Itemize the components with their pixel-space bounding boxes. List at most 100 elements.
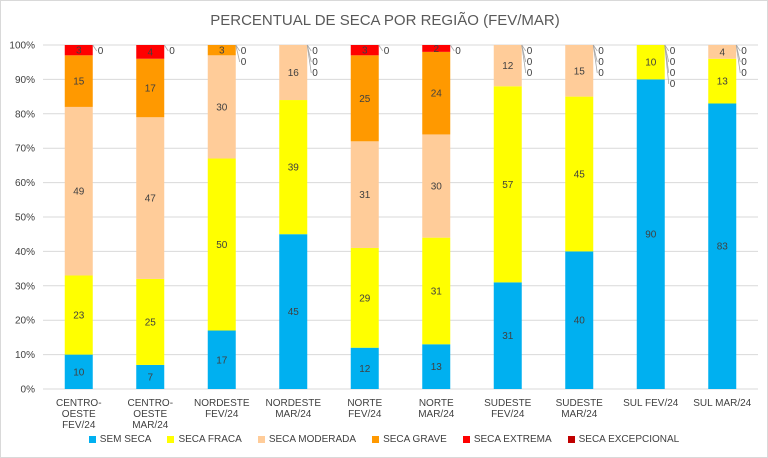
legend-swatch xyxy=(372,436,380,443)
x-tick-label: CENTRO-OESTE MAR/24 xyxy=(116,398,184,431)
data-label: 0 xyxy=(312,46,318,57)
data-label: 4 xyxy=(719,47,725,58)
bar-segment xyxy=(136,117,165,279)
chart-title: PERCENTUAL DE SECA POR REGIÃO (FEV/MAR) xyxy=(210,12,560,29)
legend-swatch xyxy=(167,436,175,443)
bar-segment xyxy=(422,51,451,135)
legend-swatch xyxy=(462,436,470,443)
y-tick-label: 100% xyxy=(9,41,35,52)
bar-segment xyxy=(64,354,93,389)
x-tick-label-line: FEV/24 xyxy=(205,409,239,420)
y-tick-label: 0% xyxy=(21,385,36,396)
bar-segment xyxy=(64,106,93,276)
data-label: 0 xyxy=(312,57,318,68)
bar-segment xyxy=(493,86,522,283)
x-tick-label-line: CENTRO-OESTE xyxy=(127,398,174,420)
x-tick-label-line: SUDESTE xyxy=(484,398,532,409)
x-tick-label-line: SUL FEV/24 xyxy=(623,398,679,409)
data-label: 7 xyxy=(147,372,153,383)
y-tick-label: 90% xyxy=(15,75,35,86)
legend-swatch xyxy=(88,436,96,443)
data-label: 0 xyxy=(598,46,604,57)
y-tick-label: 50% xyxy=(15,213,35,224)
x-tick-label: NORDESTE FEV/24 xyxy=(188,398,256,420)
data-label: 13 xyxy=(717,77,729,88)
x-tick-label-line: CENTRO-OESTE xyxy=(55,398,102,420)
leader-line xyxy=(163,44,169,52)
legend-item: SECA MODERADA xyxy=(257,434,357,445)
data-label: 0 xyxy=(670,68,676,79)
data-label: 31 xyxy=(359,190,371,201)
x-tick-label-line: SUL MAR/24 xyxy=(693,398,752,409)
y-tick-label: 40% xyxy=(15,247,35,258)
legend-item: SECA EXCEPCIONAL xyxy=(567,434,680,445)
data-label: 45 xyxy=(288,307,300,318)
bar-segment xyxy=(64,55,93,107)
data-label: 47 xyxy=(145,194,157,205)
bar-segment xyxy=(422,134,451,238)
legend-swatch xyxy=(567,436,575,443)
bar-segment xyxy=(207,45,236,56)
data-label: 0 xyxy=(455,46,461,57)
legend-label: SECA MODERADA xyxy=(268,434,357,445)
data-label: 10 xyxy=(73,367,85,378)
x-tick-label-line: MAR/24 xyxy=(275,409,312,420)
data-label: 0 xyxy=(527,46,533,57)
bar-segment xyxy=(708,103,737,389)
legend-label: SECA FRACA xyxy=(178,434,242,445)
data-label: 0 xyxy=(741,68,747,79)
data-label: 49 xyxy=(73,187,85,198)
bar-segment xyxy=(350,347,379,389)
bar-segment xyxy=(207,158,236,331)
bar-segment xyxy=(279,234,308,389)
bar-segment xyxy=(493,282,522,389)
data-label: 0 xyxy=(741,57,747,68)
data-label: 39 xyxy=(288,163,300,174)
y-tick-label: 10% xyxy=(15,350,35,361)
bar-segment xyxy=(422,344,451,389)
x-tick-label-line: SUDESTE xyxy=(555,398,603,409)
x-tick-label: SUL MAR/24 xyxy=(688,398,756,409)
leader-line xyxy=(449,44,455,52)
leader-line xyxy=(306,44,312,74)
data-label: 2 xyxy=(433,44,439,55)
data-label: 0 xyxy=(598,68,604,79)
data-label: 17 xyxy=(145,84,157,95)
data-label: 0 xyxy=(384,46,390,57)
data-label: 30 xyxy=(431,182,443,193)
y-tick-label: 80% xyxy=(15,109,35,120)
leader-line xyxy=(664,44,670,85)
y-tick-label: 30% xyxy=(15,281,35,292)
leader-line xyxy=(521,44,527,74)
leader-line xyxy=(735,44,741,52)
data-label: 10 xyxy=(645,58,657,69)
data-label: 0 xyxy=(312,68,318,79)
data-label: 17 xyxy=(216,355,228,366)
leader-line xyxy=(306,44,312,52)
bar-segment xyxy=(207,330,236,389)
bar-segment xyxy=(350,247,379,348)
bar-segment xyxy=(279,100,308,235)
bar-segment xyxy=(708,45,737,59)
legend-swatch xyxy=(257,436,265,443)
bar-segment xyxy=(422,45,451,52)
bar-segment xyxy=(565,45,594,97)
data-label: 30 xyxy=(216,102,228,113)
x-tick-label: NORTE FEV/24 xyxy=(331,398,399,420)
data-label: 3 xyxy=(76,46,82,57)
data-label: 90 xyxy=(645,230,657,241)
data-label: 25 xyxy=(145,317,157,328)
data-label: 3 xyxy=(362,46,368,57)
legend-label: SECA EXCEPCIONAL xyxy=(578,434,680,445)
bar-segment xyxy=(207,55,236,159)
x-tick-label: CENTRO-OESTE FEV/24 xyxy=(45,398,113,431)
data-label: 0 xyxy=(598,57,604,68)
x-tick-label-line: NORDESTE xyxy=(265,398,322,409)
x-tick-label: NORDESTE MAR/24 xyxy=(259,398,327,420)
bar-segment xyxy=(136,278,165,365)
data-label: 31 xyxy=(431,286,443,297)
bar-segment xyxy=(636,79,665,390)
bar-segment xyxy=(422,237,451,345)
